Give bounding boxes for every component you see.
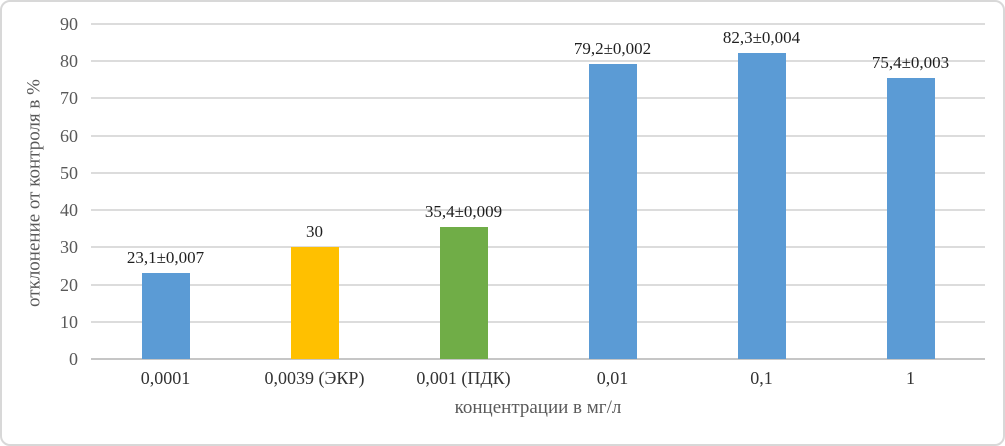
bar-slot: 82,3±0,004 [687, 24, 836, 359]
bar-slot: 79,2±0,002 [538, 24, 687, 359]
y-tick-label: 90 [60, 14, 78, 34]
y-tick-label: 30 [60, 237, 78, 258]
y-tick-label: 0 [69, 349, 78, 369]
x-category-label: 0,0001 [140, 368, 191, 388]
x-axis-title: концентрации в мг/л [454, 397, 622, 418]
y-tick-label: 60 [60, 125, 78, 146]
y-tick-label: 50 [60, 162, 78, 183]
y-tick-label: 70 [60, 88, 78, 109]
x-category-label: 0,0039 (ЭКР) [264, 368, 365, 388]
bar-value-label: 75,4±0,003 [871, 53, 950, 73]
plot-area: 23,1±0,007 30 35,4±0,009 79,2±0,002 82,3±0,0… [91, 23, 985, 360]
x-axis-baseline [91, 358, 985, 360]
x-category-label: 0,001 (ПДК) [416, 368, 511, 388]
gridline [91, 283, 985, 286]
bar [886, 78, 935, 359]
bar [737, 52, 786, 359]
bar-value-label: 23,1±0,007 [126, 248, 205, 268]
gridline [91, 246, 985, 249]
gridline [91, 97, 985, 100]
gridline [91, 23, 985, 25]
gridline [91, 60, 985, 63]
bar [439, 227, 488, 359]
bar-value-label: 82,3±0,004 [722, 27, 801, 47]
y-tick-label: 40 [60, 200, 78, 221]
y-tick-label: 80 [60, 51, 78, 72]
bar-value-label: 79,2±0,002 [573, 39, 652, 59]
bar-value-label: 30 [306, 222, 323, 242]
x-category-label: 1 [906, 368, 915, 388]
bar-slot: 30 [240, 24, 389, 359]
bar [141, 273, 190, 359]
bar-slot: 23,1±0,007 [91, 24, 240, 359]
y-tick-label: 20 [60, 274, 78, 295]
bar-slot: 75,4±0,003 [836, 24, 985, 359]
gridline [91, 320, 985, 323]
bar-slot: 35,4±0,009 [389, 24, 538, 359]
y-axis-title: отклонение от контроля в % [23, 79, 45, 307]
gridline [91, 134, 985, 137]
gridline [91, 171, 985, 174]
bar [290, 247, 339, 359]
x-category-label: 0,1 [750, 368, 773, 388]
x-category-label: 0,01 [596, 368, 629, 388]
y-tick-label: 10 [60, 311, 78, 332]
bar-value-label: 35,4±0,009 [424, 202, 503, 222]
gridline [91, 209, 985, 212]
bar [588, 64, 637, 359]
